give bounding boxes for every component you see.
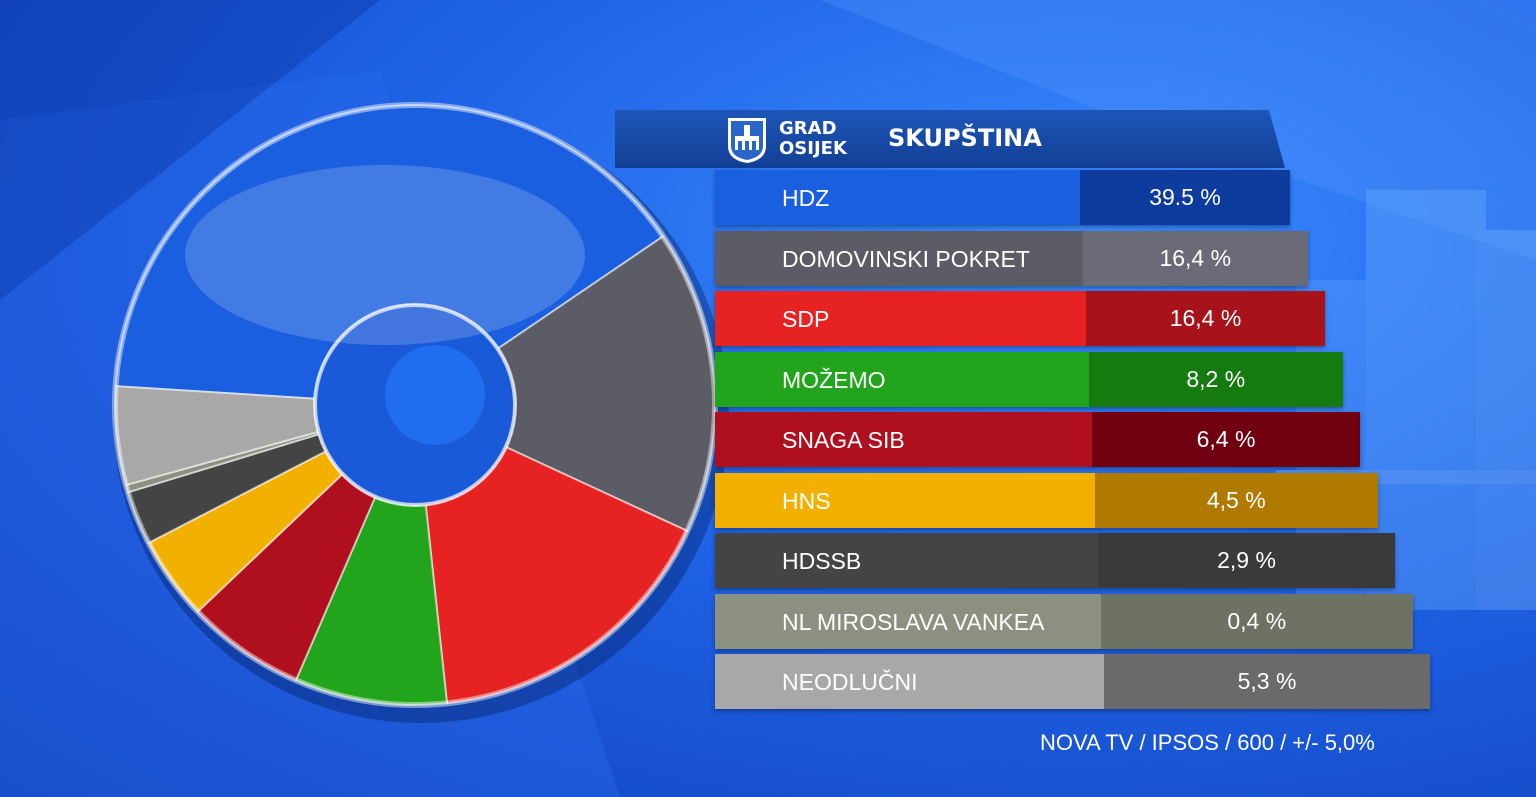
result-row: HNS 4,5 % [715,472,1378,528]
logo-text: GRAD OSIJEK [779,119,847,159]
party-name: HDZ [782,185,830,211]
party-value: 4,5 % [1206,486,1266,513]
logo-line-2: OSIJEK [779,138,847,159]
party-name: SDP [782,306,830,332]
party-value: 2,9 % [1217,547,1276,573]
donut-gloss [185,165,585,345]
result-row: SDP 16,4 % [715,291,1325,346]
result-row: HDSSB 2,9 % [715,533,1395,588]
party-name: NEODLUČNI [782,669,918,695]
party-name: HDSSB [782,548,862,574]
result-row: SNAGA SIB 6,4 % [715,412,1360,467]
party-value: 39.5 % [1149,184,1221,210]
party-name: HNS [782,487,831,514]
grad-osijek-logo [728,118,766,163]
result-row: NL MIROSLAVA VANKEA 0,4 % [715,593,1413,649]
party-name: NL MIROSLAVA VANKEA [782,608,1045,635]
party-value: 6,4 % [1196,426,1256,452]
result-row: DOMOVINSKI POKRET 16,4 % [715,230,1308,286]
header-bar: GRAD OSIJEK SKUPŠTINA [615,110,1285,168]
party-value: 0,4 % [1227,607,1287,634]
chart-title: SKUPŠTINA [888,124,1042,152]
party-value: 16,4 % [1159,244,1232,271]
result-row: NEODLUČNI 5,3 % [715,654,1430,709]
party-value: 8,2 % [1186,365,1246,392]
party-name: MOŽEMO [782,366,886,393]
result-row: HDZ 39.5 % [715,170,1290,225]
source-note: NOVA TV / IPSOS / 600 / +/- 5,0% [1040,730,1375,755]
party-name: DOMOVINSKI POKRET [782,245,1030,272]
donut-hole-inner [385,345,485,445]
party-value: 16,4 % [1169,305,1242,331]
result-row: MOŽEMO 8,2 % [715,351,1343,407]
party-value: 5,3 % [1237,668,1297,694]
logo-line-1: GRAD [779,118,837,139]
party-name: SNAGA SIB [782,427,905,453]
donut-chart [112,102,729,723]
